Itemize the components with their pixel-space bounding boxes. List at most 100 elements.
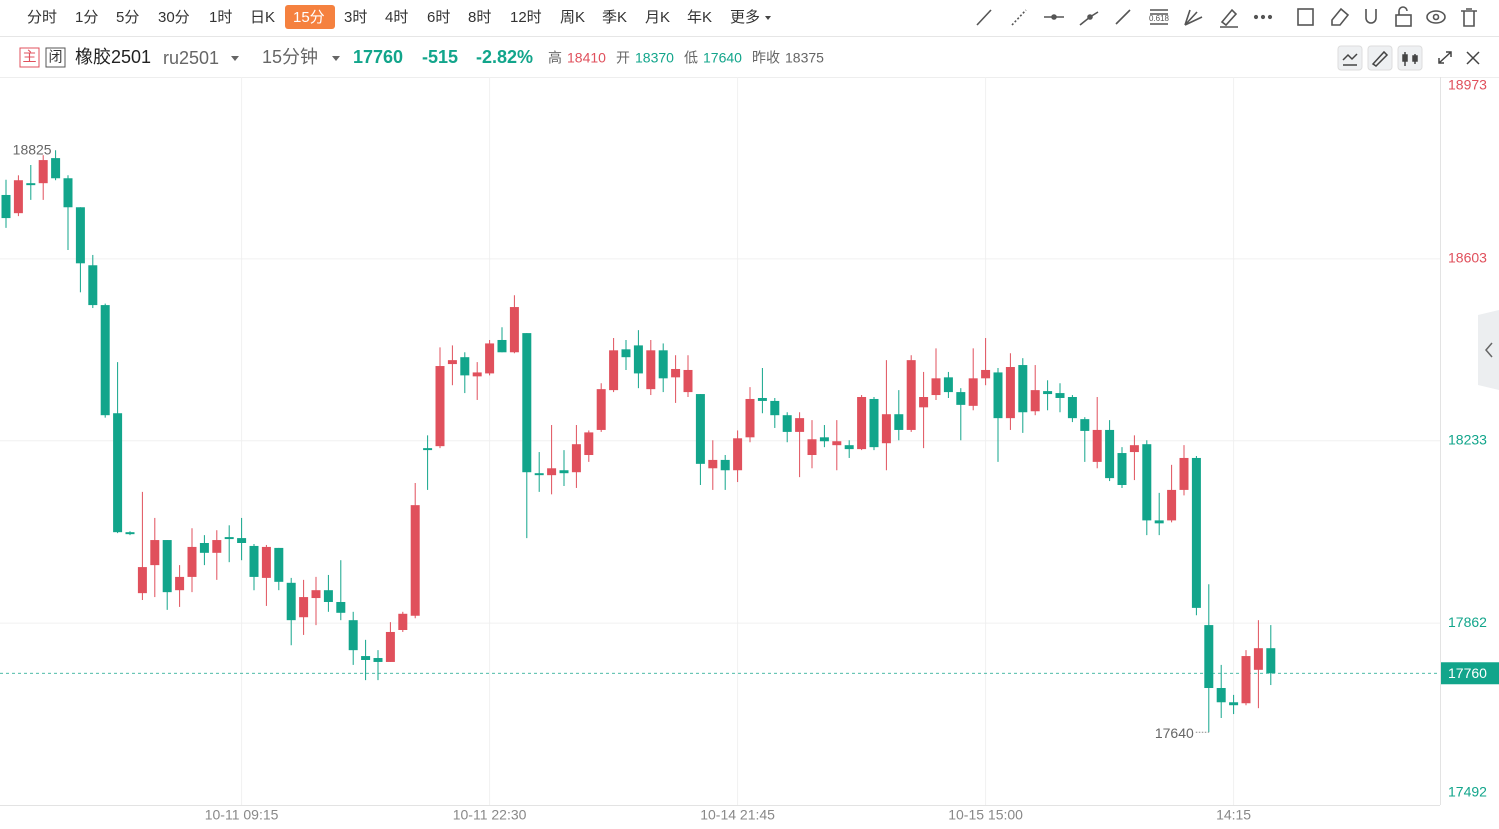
candle-body	[968, 378, 978, 406]
candle-body	[596, 389, 606, 430]
period[interactable]: 15分钟	[262, 47, 318, 67]
candle-body	[782, 415, 792, 432]
candle-body	[720, 459, 730, 471]
candle-body	[571, 444, 581, 473]
candle-body	[695, 394, 705, 464]
low-label: 低	[684, 50, 698, 66]
candle-body	[919, 397, 929, 408]
y-tick-label: 18603	[1448, 250, 1487, 266]
candle-body	[509, 307, 519, 353]
candle-body	[708, 459, 718, 469]
timeframe-tab[interactable]: 4时	[385, 9, 408, 26]
candle-body	[385, 631, 395, 662]
candle-body	[410, 505, 420, 616]
candle-body	[113, 413, 123, 533]
timeframe-tab[interactable]: 周K	[560, 9, 585, 26]
timeframe-tab[interactable]: 8时	[468, 9, 491, 26]
candle-body	[981, 369, 991, 379]
candle-body	[956, 392, 966, 405]
candle-body	[249, 545, 259, 577]
x-tick-label: 10-15 15:00	[948, 807, 1023, 823]
timeframe-tab[interactable]: 分时	[27, 9, 57, 26]
candle-body	[1080, 419, 1090, 431]
candle-body	[894, 414, 904, 430]
candle-body	[398, 613, 408, 631]
timeframe-tab[interactable]: 更多	[730, 9, 760, 26]
candle-body	[1204, 625, 1214, 689]
candle-body	[869, 398, 879, 448]
candle-body	[212, 540, 222, 553]
low-annotation: 17640	[1155, 725, 1194, 741]
candle-body	[336, 601, 346, 613]
candle-body	[1167, 489, 1177, 521]
candle-body	[1266, 648, 1276, 674]
candle-body	[819, 437, 829, 442]
open-value: 18370	[635, 50, 674, 66]
candle-body	[472, 372, 482, 377]
candle-body	[757, 397, 767, 401]
prev-close-value: 18375	[785, 50, 824, 66]
timeframe-tab[interactable]: 月K	[645, 9, 670, 26]
candle-body	[423, 448, 433, 451]
timeframe-tab[interactable]: 年K	[687, 9, 712, 26]
side-panel-arrow[interactable]	[1485, 342, 1493, 358]
candle-body	[63, 178, 73, 208]
candle-body	[1241, 656, 1251, 704]
candle-body	[646, 350, 656, 390]
high-value: 18410	[567, 50, 606, 66]
candle-body	[1105, 429, 1115, 479]
timeframe-tab[interactable]: 6时	[427, 9, 450, 26]
candle-body	[299, 597, 309, 618]
candle-body	[943, 377, 953, 393]
candle-body	[547, 468, 557, 476]
timeframe-tab[interactable]: 5分	[116, 9, 139, 26]
candle-body	[373, 658, 383, 662]
more-arrow[interactable]	[765, 16, 771, 20]
candle-body	[1, 194, 11, 219]
closed-tag: 闭	[49, 49, 63, 65]
candle-body	[1005, 367, 1015, 419]
x-tick-label: 10-11 22:30	[453, 807, 527, 823]
candle-body	[237, 538, 247, 543]
fib-icon-label[interactable]: 0.618	[1149, 14, 1170, 23]
last-price-box	[1441, 662, 1499, 685]
timeframe-tab[interactable]: 1时	[209, 9, 232, 26]
candle-body	[795, 418, 805, 432]
side-panel-toggle[interactable]	[1478, 310, 1499, 390]
candle-body	[832, 441, 842, 446]
timeframe-tab[interactable]: 15分	[293, 9, 325, 26]
panel-icons[interactable]	[1342, 50, 1480, 67]
x-tick-label: 14:15	[1216, 807, 1251, 823]
candle-body	[881, 414, 891, 444]
timeframe-tab[interactable]: 1分	[75, 9, 98, 26]
dropdown-arrow[interactable]	[231, 56, 239, 61]
candle-body	[274, 547, 284, 582]
timeframe-tab[interactable]: 季K	[602, 9, 627, 26]
candle-body	[1191, 457, 1201, 608]
dropdown-arrow[interactable]	[332, 56, 340, 61]
candle-body	[745, 398, 755, 438]
timeframe-tab[interactable]: 3时	[344, 9, 367, 26]
candle-body	[993, 372, 1003, 419]
candle-body	[26, 183, 36, 186]
candle-body	[1030, 390, 1040, 412]
timeframe-tab[interactable]: 日K	[250, 9, 275, 26]
symbol-name: 橡胶2501	[75, 47, 151, 67]
candle-body	[1117, 453, 1127, 485]
change-pct: -2.82%	[476, 47, 533, 67]
candle-body	[671, 368, 681, 378]
drawing-tools[interactable]	[976, 6, 1477, 28]
timeframe-tab[interactable]: 30分	[158, 9, 190, 26]
candle-body	[13, 180, 23, 214]
x-tick-label: 10-11 09:15	[205, 807, 279, 823]
last-price-label: 17760	[1448, 665, 1487, 681]
candle-body	[323, 590, 333, 602]
candle-body	[621, 349, 631, 358]
timeframe-tab[interactable]: 12时	[510, 9, 542, 26]
candle-body	[906, 360, 916, 430]
candle-body	[150, 540, 160, 566]
symbol-code[interactable]: ru2501	[163, 48, 219, 68]
candle-body	[1229, 702, 1239, 706]
candle-body	[38, 160, 48, 184]
